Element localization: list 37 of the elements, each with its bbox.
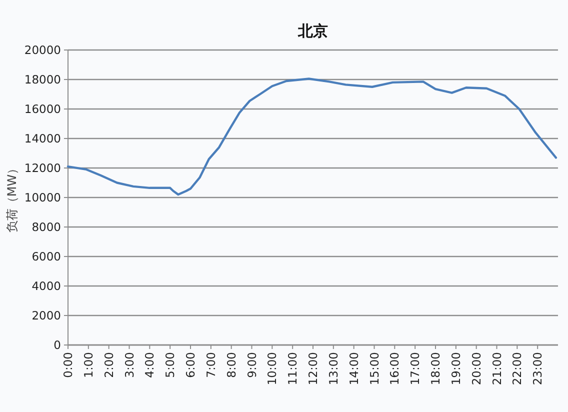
x-tick-label: 14:00 <box>346 352 361 386</box>
y-tick-label: 0 <box>54 338 61 352</box>
x-tick-label: 15:00 <box>367 352 382 386</box>
x-tick-label: 19:00 <box>448 352 463 386</box>
y-axis-title: 负荷（MW） <box>5 162 19 233</box>
y-tick-label: 4000 <box>32 279 61 293</box>
y-tick-label: 16000 <box>24 102 61 116</box>
x-tick-label: 22:00 <box>510 352 524 386</box>
y-tick-label: 6000 <box>32 250 61 264</box>
x-tick-label: 5:00 <box>163 352 178 378</box>
x-tick-label: 16:00 <box>388 352 402 386</box>
x-tick-label: 23:00 <box>530 352 545 386</box>
x-tick-label: 20:00 <box>469 352 484 386</box>
x-tick-label: 9:00 <box>244 352 259 378</box>
x-tick-label: 7:00 <box>204 352 218 378</box>
x-tick-label: 8:00 <box>224 352 238 378</box>
x-tick-label: 0:00 <box>61 352 75 378</box>
x-tick-label: 2:00 <box>102 352 116 378</box>
x-tick-label: 10:00 <box>265 352 280 386</box>
x-tick-label: 21:00 <box>490 352 504 386</box>
y-tick-label: 2000 <box>32 308 61 322</box>
x-tick-label: 17:00 <box>408 352 422 386</box>
y-tick-label: 14000 <box>24 132 61 146</box>
y-tick-label: 10000 <box>24 190 61 204</box>
x-tick-label: 1:00 <box>81 352 96 378</box>
y-tick-label: 18000 <box>24 72 61 86</box>
x-tick-label: 13:00 <box>326 352 340 386</box>
x-tick-label: 18:00 <box>428 352 442 386</box>
x-tick-label: 6:00 <box>184 352 198 378</box>
y-tick-label: 12000 <box>24 161 61 175</box>
x-tick-label: 12:00 <box>306 352 320 386</box>
x-tick-label: 3:00 <box>122 352 136 378</box>
x-tick-label: 11:00 <box>286 352 300 386</box>
y-tick-label: 8000 <box>32 220 61 234</box>
y-tick-label: 20000 <box>24 43 61 57</box>
chart-title: 北京 <box>297 22 328 40</box>
x-tick-label: 4:00 <box>142 352 157 378</box>
